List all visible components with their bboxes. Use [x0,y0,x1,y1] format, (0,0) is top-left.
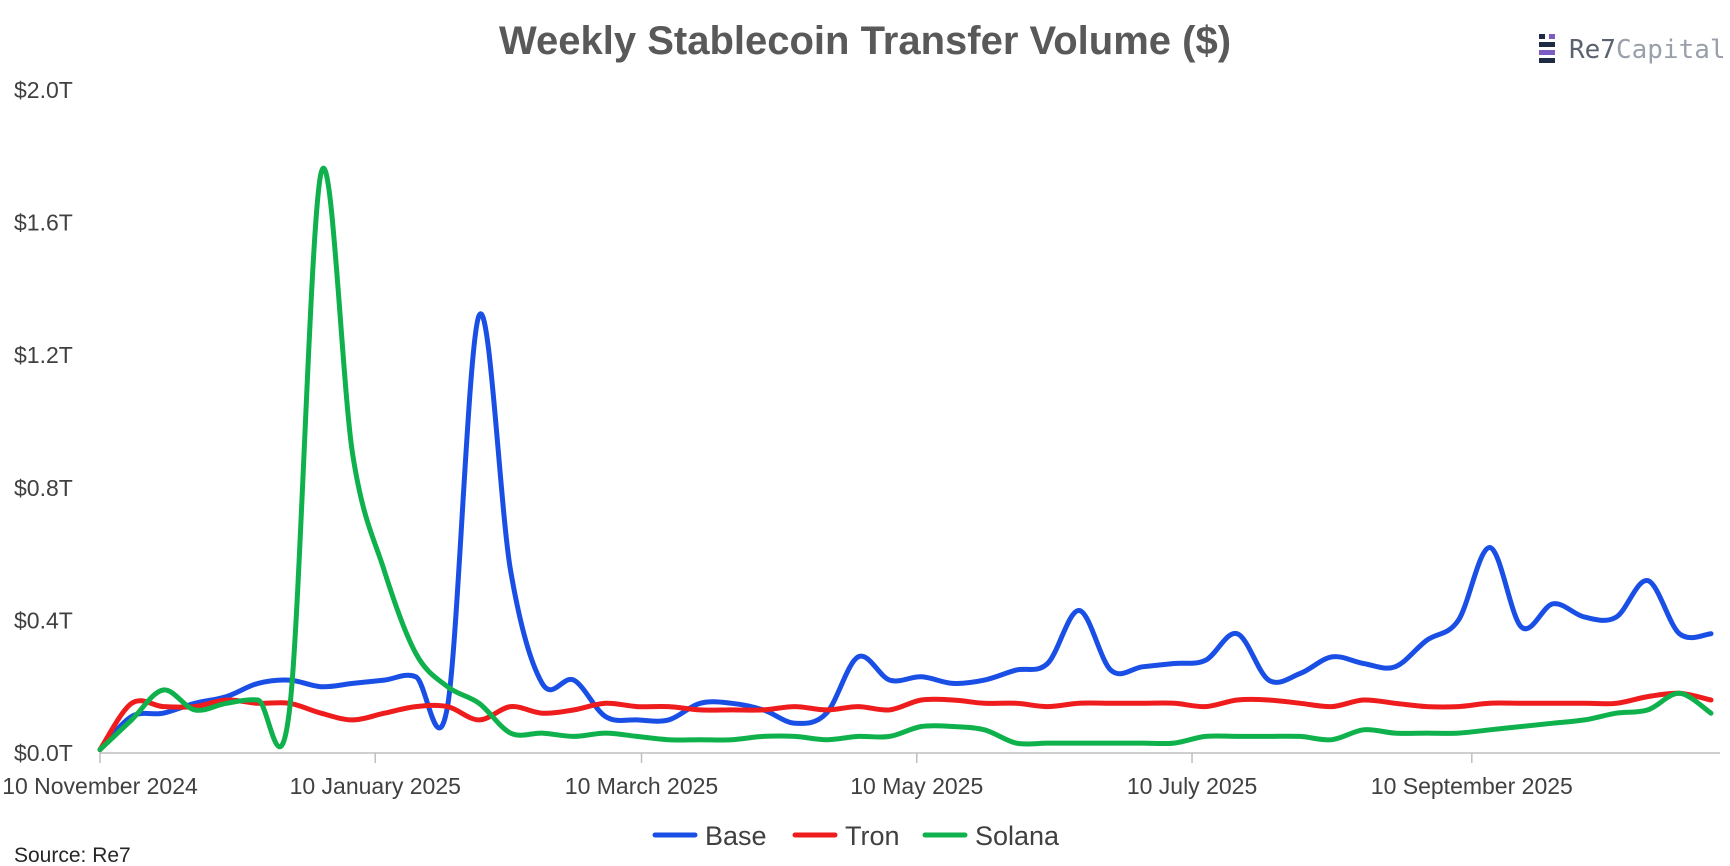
x-tick-label: 10 July 2025 [1127,773,1257,799]
y-tick-label: $0.0T [14,740,73,766]
y-axis: $0.0T $0.4T $0.8T $1.2T $1.6T $2.0T [14,77,73,766]
y-tick-label: $1.6T [14,210,73,236]
legend-label-tron: Tron [845,821,900,851]
x-axis: 10 November 2024 10 January 2025 10 March … [2,752,1720,799]
y-tick-label: $2.0T [14,77,73,103]
y-tick-label: $0.8T [14,475,73,501]
series-line-base [97,311,1714,753]
legend-item-base: Base [652,821,767,851]
x-tick-label: 10 March 2025 [565,773,718,799]
legend-item-tron: Tron [792,821,900,851]
svg-text:Re7Capital: Re7Capital [1569,35,1726,65]
legend-label-base: Base [705,821,767,851]
legend-label-solana: Solana [975,821,1060,851]
y-tick-label: $1.2T [14,342,73,368]
legend-item-solana: Solana [922,821,1060,851]
x-tick-label: 10 September 2025 [1371,773,1573,799]
x-tick-label: 10 November 2024 [2,773,198,799]
series-layer [97,166,1714,753]
series-line-tron [97,690,1714,753]
brand-name-part1: Re7 [1569,35,1616,65]
brand-name-part2: Capital [1616,35,1726,65]
chart-title: Weekly Stablecoin Transfer Volume ($) [499,19,1231,63]
brand-logo: Re7Capital [1539,34,1726,65]
legend: Base Tron Solana [652,821,1060,851]
series-line-solana [97,166,1714,753]
source-note: Source: Re7 [14,844,131,866]
re7-logo-icon [1539,34,1555,63]
y-tick-label: $0.4T [14,607,73,633]
x-tick-label: 10 May 2025 [850,773,983,799]
x-tick-label: 10 January 2025 [290,773,461,799]
